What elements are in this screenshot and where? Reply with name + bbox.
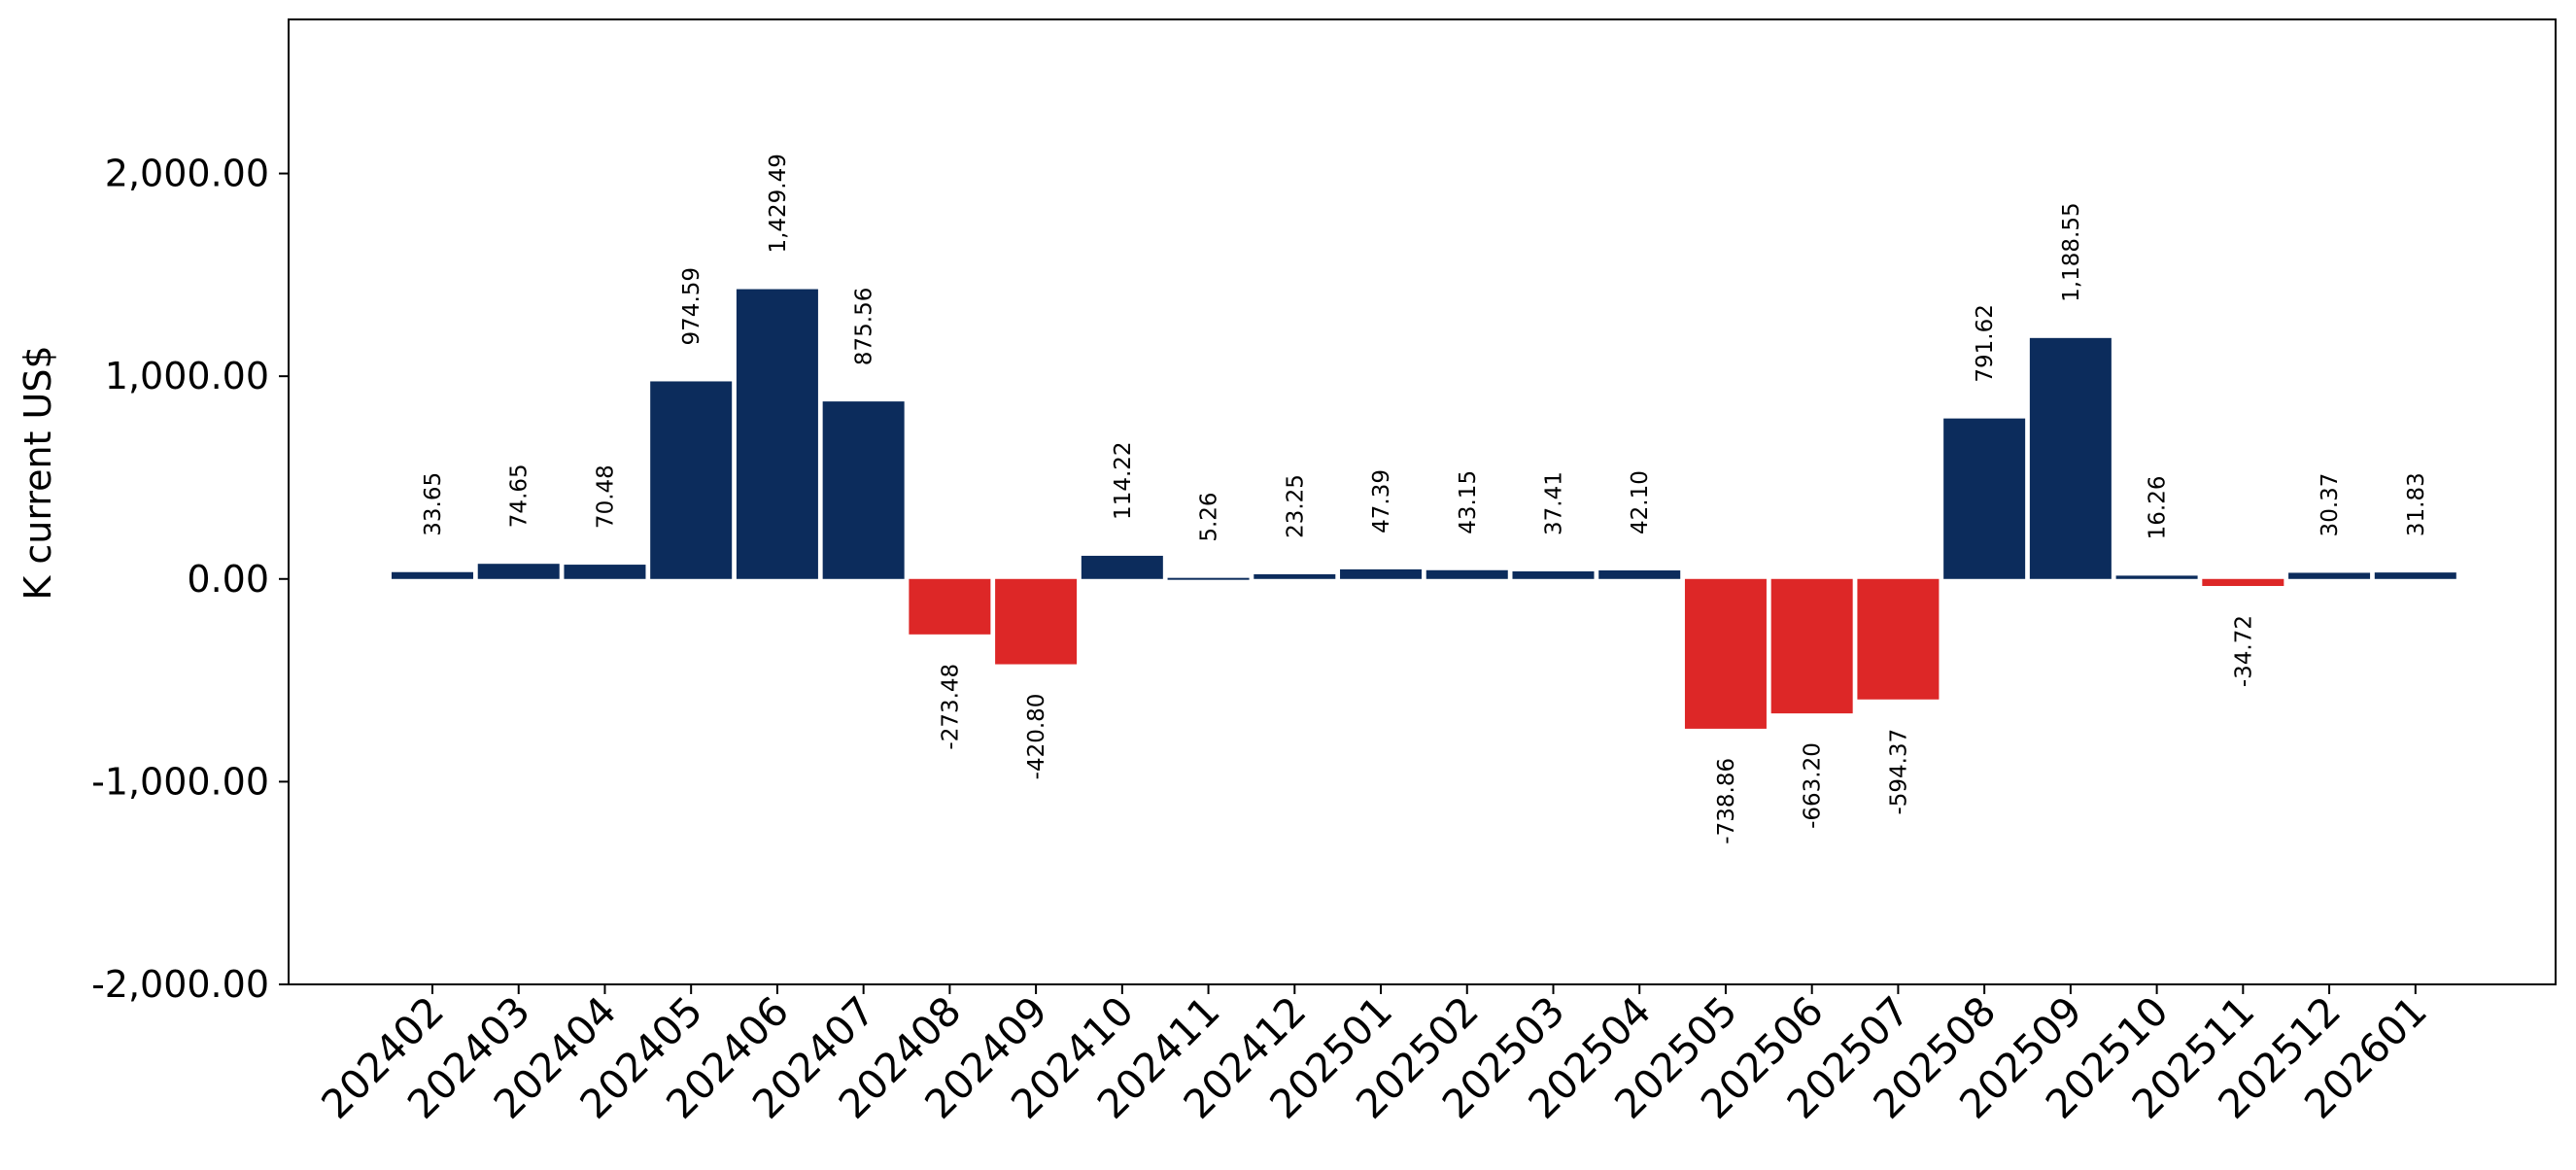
- bar-202407: [822, 401, 905, 579]
- value-label-202402: 33.65: [421, 472, 446, 536]
- bar-202501: [1340, 568, 1423, 579]
- bar-202505: [1684, 578, 1767, 729]
- bar-202409: [995, 578, 1078, 665]
- bar-202508: [1943, 418, 2026, 579]
- bars-layer: [392, 289, 2456, 729]
- x-axis: 2024022024032024042024052024062024072024…: [312, 984, 2436, 1128]
- y-tick-label: 0.00: [187, 558, 269, 601]
- bar-202509: [2029, 337, 2112, 579]
- value-label-202406: 1,429.49: [766, 154, 791, 253]
- bar-202511: [2202, 578, 2284, 587]
- bar-202402: [392, 571, 473, 579]
- bar-202412: [1254, 573, 1336, 579]
- bar-202506: [1770, 578, 1853, 714]
- bar-202510: [2115, 575, 2198, 579]
- value-label-202409: -420.80: [1024, 694, 1049, 780]
- bar-202512: [2288, 572, 2371, 579]
- y-axis-label: K current US$: [17, 345, 59, 600]
- bar-202408: [909, 578, 991, 635]
- value-label-202407: 875.56: [852, 288, 877, 365]
- value-labels-layer: 33.65 74.65 70.48 974.59 1,429.49 875.56 -273.…: [421, 154, 2429, 844]
- bar-202503: [1512, 570, 1595, 579]
- value-label-202509: 1,188.55: [2059, 202, 2084, 301]
- value-label-202502: 43.15: [1456, 470, 1481, 534]
- y-tick-label: -1,000.00: [91, 760, 269, 803]
- value-label-202507: -594.37: [1886, 729, 1911, 815]
- bar-202406: [736, 289, 818, 579]
- value-label-202504: 42.10: [1628, 470, 1653, 534]
- y-tick-label: -2,000.00: [91, 963, 269, 1006]
- value-label-202506: -663.20: [1801, 742, 1826, 829]
- value-label-202511: -34.72: [2231, 615, 2256, 687]
- value-label-202601: 31.83: [2404, 472, 2429, 536]
- value-label-202410: 114.22: [1111, 441, 1136, 519]
- plot-frame: [288, 18, 2557, 985]
- value-label-202404: 70.48: [593, 465, 618, 529]
- bar-202403: [477, 564, 560, 579]
- value-label-202508: 791.62: [1973, 304, 1998, 382]
- bar-202502: [1425, 569, 1508, 579]
- bar-202405: [650, 381, 733, 579]
- value-label-202510: 16.26: [2146, 476, 2171, 540]
- y-axis: -2,000.00 -1,000.00 0.00 1,000.00 2,000.00: [91, 153, 289, 1006]
- value-label-202501: 47.39: [1369, 469, 1394, 533]
- value-label-202405: 974.59: [679, 267, 704, 345]
- value-label-202512: 30.37: [2318, 473, 2343, 537]
- bar-202507: [1857, 578, 1940, 700]
- bar-202601: [2374, 572, 2456, 579]
- value-label-202412: 23.25: [1283, 474, 1308, 538]
- value-label-202411: 5.26: [1197, 492, 1222, 541]
- value-label-202408: -273.48: [938, 664, 963, 750]
- value-label-202403: 74.65: [507, 464, 532, 528]
- y-tick-label: 1,000.00: [105, 355, 269, 397]
- bar-202410: [1081, 555, 1163, 579]
- bar-202411: [1167, 577, 1250, 580]
- bar-202404: [564, 565, 646, 579]
- value-label-202503: 37.41: [1541, 471, 1566, 535]
- y-tick-label: 2,000.00: [105, 153, 269, 195]
- bar-202504: [1598, 569, 1681, 579]
- value-label-202505: -738.86: [1714, 758, 1739, 844]
